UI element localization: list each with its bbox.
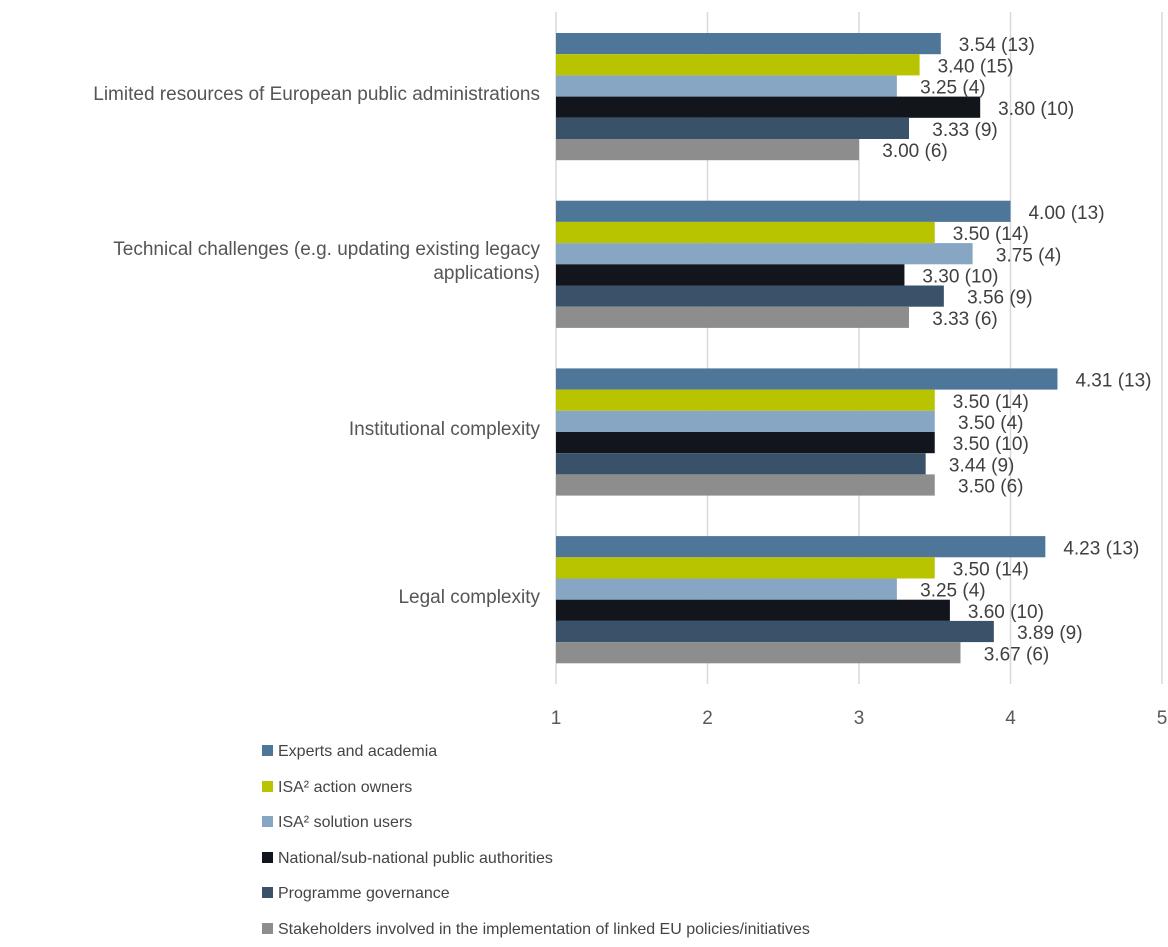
x-tick-label: 1 <box>551 708 562 729</box>
bar <box>556 264 905 286</box>
category-label: Institutional complexity <box>0 418 540 442</box>
data-label: 3.54 (13) <box>959 35 1035 56</box>
bar <box>556 474 935 496</box>
data-label: 3.50 (4) <box>958 413 1023 434</box>
bar <box>556 410 935 432</box>
category-label-line: Institutional complexity <box>348 419 540 440</box>
bar <box>556 243 973 265</box>
legend-label: Stakeholders involved in the implementat… <box>278 920 810 938</box>
bar <box>556 200 1011 222</box>
category-label-line: Technical challenges (e.g. updating exis… <box>113 239 540 261</box>
bar <box>556 389 935 411</box>
data-label: 3.75 (4) <box>996 245 1061 266</box>
legend-item: National/sub-national public authorities <box>262 849 553 869</box>
bar <box>556 578 897 600</box>
bar <box>556 620 994 643</box>
bar <box>556 306 909 328</box>
x-axis-ticks: 1 2 3 4 5 <box>551 708 1168 729</box>
x-tick-label: 2 <box>702 708 713 729</box>
category-label: Technical challenges (e.g. updating exis… <box>0 238 540 286</box>
bar <box>556 432 935 454</box>
legend-swatch <box>262 745 273 756</box>
bar-labels: 3.54 (13)3.40 (15)3.25 (4)3.80 (10)3.33 … <box>882 35 1151 665</box>
data-label: 3.50 (14) <box>953 560 1029 581</box>
legend-item: Programme governance <box>262 884 450 904</box>
x-tick-label: 4 <box>1005 708 1016 729</box>
legend-item: Experts and academia <box>262 742 437 762</box>
data-label: 3.50 (10) <box>953 434 1029 455</box>
data-label: 4.00 (13) <box>1028 203 1104 224</box>
legend-label: ISA² action owners <box>278 778 413 796</box>
legend-item: Stakeholders involved in the implementat… <box>262 920 810 940</box>
legend-item: ISA² action owners <box>262 778 412 798</box>
legend-label: Programme governance <box>278 885 450 902</box>
data-label: 3.67 (6) <box>984 644 1049 665</box>
x-tick-label: 5 <box>1157 708 1168 729</box>
bars <box>556 33 1058 664</box>
bar <box>556 96 981 118</box>
bar <box>556 453 926 475</box>
data-label: 4.23 (13) <box>1063 538 1139 559</box>
bar <box>556 117 909 139</box>
bar <box>556 642 961 664</box>
data-label: 3.80 (10) <box>998 99 1074 120</box>
category-label: Legal complexity <box>0 586 540 610</box>
bar <box>556 139 859 161</box>
category-label-line: applications) <box>433 263 540 285</box>
data-label: 3.25 (4) <box>920 78 985 99</box>
data-label: 3.40 (15) <box>938 56 1014 77</box>
legend-label: National/sub-national public authorities <box>278 849 553 867</box>
data-label: 3.60 (10) <box>968 602 1044 623</box>
legend-swatch <box>262 887 273 898</box>
legend-swatch <box>262 922 273 934</box>
data-label: 3.25 (4) <box>920 581 985 602</box>
bar <box>556 557 935 579</box>
data-label: 4.31 (13) <box>1075 371 1151 392</box>
category-label: Limited resources of European public adm… <box>0 83 540 107</box>
bar <box>556 368 1058 390</box>
legend-swatch <box>262 851 273 863</box>
bar <box>556 54 920 76</box>
data-label: 3.30 (10) <box>922 267 998 288</box>
legend-swatch <box>262 816 273 827</box>
data-label: 3.50 (14) <box>953 392 1029 413</box>
data-label: 3.00 (6) <box>882 141 947 162</box>
bar <box>556 75 897 97</box>
legend-label: ISA² solution users <box>278 814 413 831</box>
bar <box>556 536 1046 558</box>
bar <box>556 599 950 621</box>
data-label: 3.50 (6) <box>958 477 1023 498</box>
data-label: 3.56 (9) <box>967 288 1032 309</box>
legend-label: Experts and academia <box>278 743 438 760</box>
data-label: 3.89 (9) <box>1017 623 1082 644</box>
data-label: 3.50 (14) <box>953 224 1029 245</box>
x-tick-label: 3 <box>854 708 865 729</box>
bar <box>556 33 941 55</box>
legend-swatch <box>262 780 273 792</box>
bar <box>556 221 935 244</box>
legend-item: ISA² solution users <box>262 813 412 833</box>
bar <box>556 285 944 307</box>
data-label: 3.33 (9) <box>932 120 997 141</box>
category-label-line: Legal complexity <box>398 586 540 608</box>
data-label: 3.33 (6) <box>932 309 997 330</box>
category-label-line: Limited resources of European public adm… <box>93 83 540 105</box>
data-label: 3.44 (9) <box>949 455 1014 476</box>
